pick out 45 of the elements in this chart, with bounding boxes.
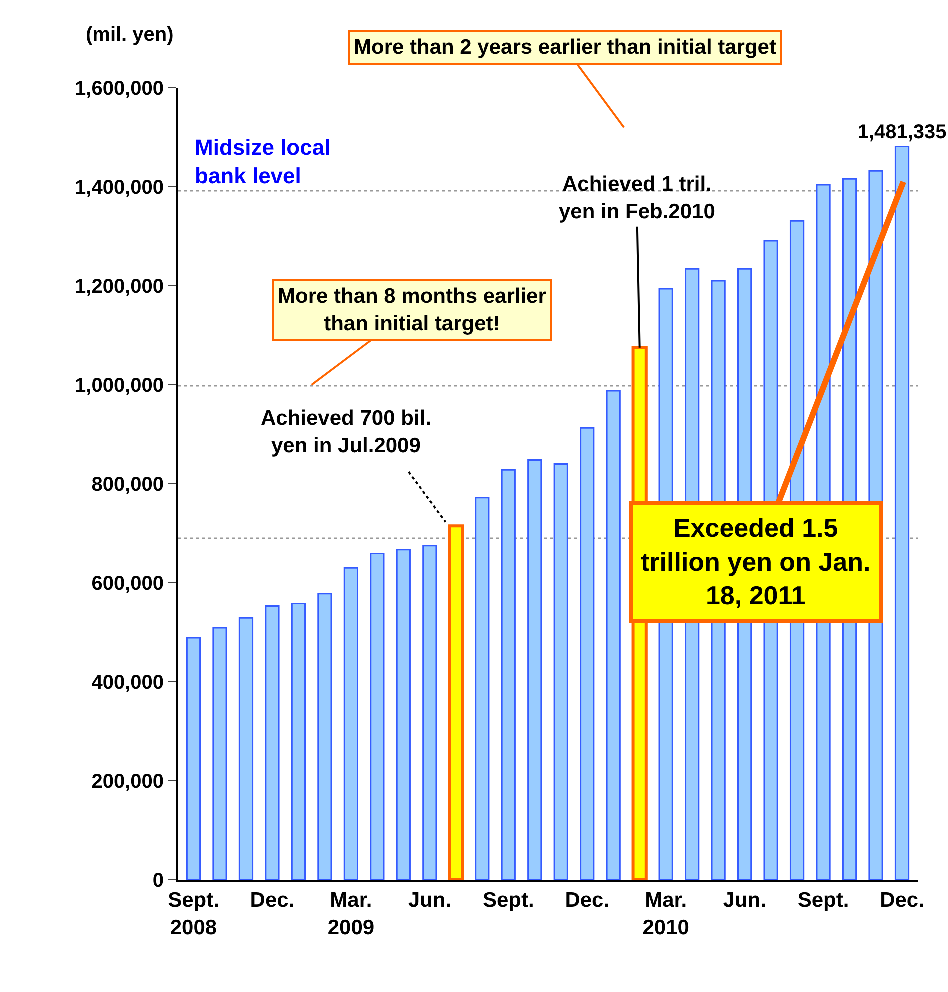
bar [265, 606, 280, 880]
bar [606, 390, 621, 880]
bar [528, 459, 542, 880]
y-axis-title: (mil. yen) [86, 24, 174, 46]
bar [554, 463, 568, 880]
y-tick-label: 400,000 [92, 672, 164, 694]
bar [894, 146, 910, 880]
x-tick-label: Jun. [408, 889, 452, 912]
bar [370, 553, 385, 880]
annotation: Achieved 700 bil. yen in Jul.2009 [261, 407, 432, 458]
bar [422, 545, 438, 880]
bar [580, 427, 595, 880]
y-tick-label: 200,000 [92, 771, 164, 793]
x-tick-label: Mar. 2009 [328, 889, 375, 940]
bar [212, 627, 228, 880]
annotation: Achieved 1 tril. yen in Feb.2010 [559, 173, 716, 224]
x-tick-label: Sept. [798, 889, 850, 912]
x-tick-label: Dec. [250, 889, 295, 912]
x-tick-label: Sept. 2008 [168, 889, 220, 940]
bar [344, 567, 358, 880]
y-tick-label: 600,000 [92, 573, 164, 595]
annotation: More than 8 months earlier than initial target! [278, 285, 546, 336]
bar [501, 469, 516, 880]
bar [448, 524, 464, 880]
y-tick-label: 800,000 [92, 474, 164, 496]
annotation: Exceeded 1.5 trillion yen on Jan. 18, 2011 [641, 513, 871, 611]
bar [186, 637, 202, 880]
ref-line-label: Midsize local bank level [195, 135, 331, 189]
bar [396, 549, 411, 880]
x-tick-label: Dec. [565, 889, 610, 912]
x-tick-label: Sept. [482, 889, 534, 912]
x-tick-label: Jun. [723, 889, 766, 912]
y-tick-label: 1,600,000 [75, 78, 164, 100]
bar [291, 603, 306, 880]
data-label: 1,481,335 [858, 122, 947, 144]
y-tick-label: 1,400,000 [75, 177, 164, 199]
y-tick-label: 1,000,000 [75, 375, 164, 397]
y-tick-label: 1,200,000 [75, 276, 164, 298]
x-tick-label: Dec. [880, 889, 924, 912]
bar [475, 497, 490, 880]
y-tick-label: 0 [152, 870, 164, 892]
x-tick-label: Mar. 2010 [642, 889, 690, 940]
text: More than 2 years earlier than initial target [354, 36, 776, 59]
bar [238, 617, 254, 880]
bar [318, 593, 332, 880]
